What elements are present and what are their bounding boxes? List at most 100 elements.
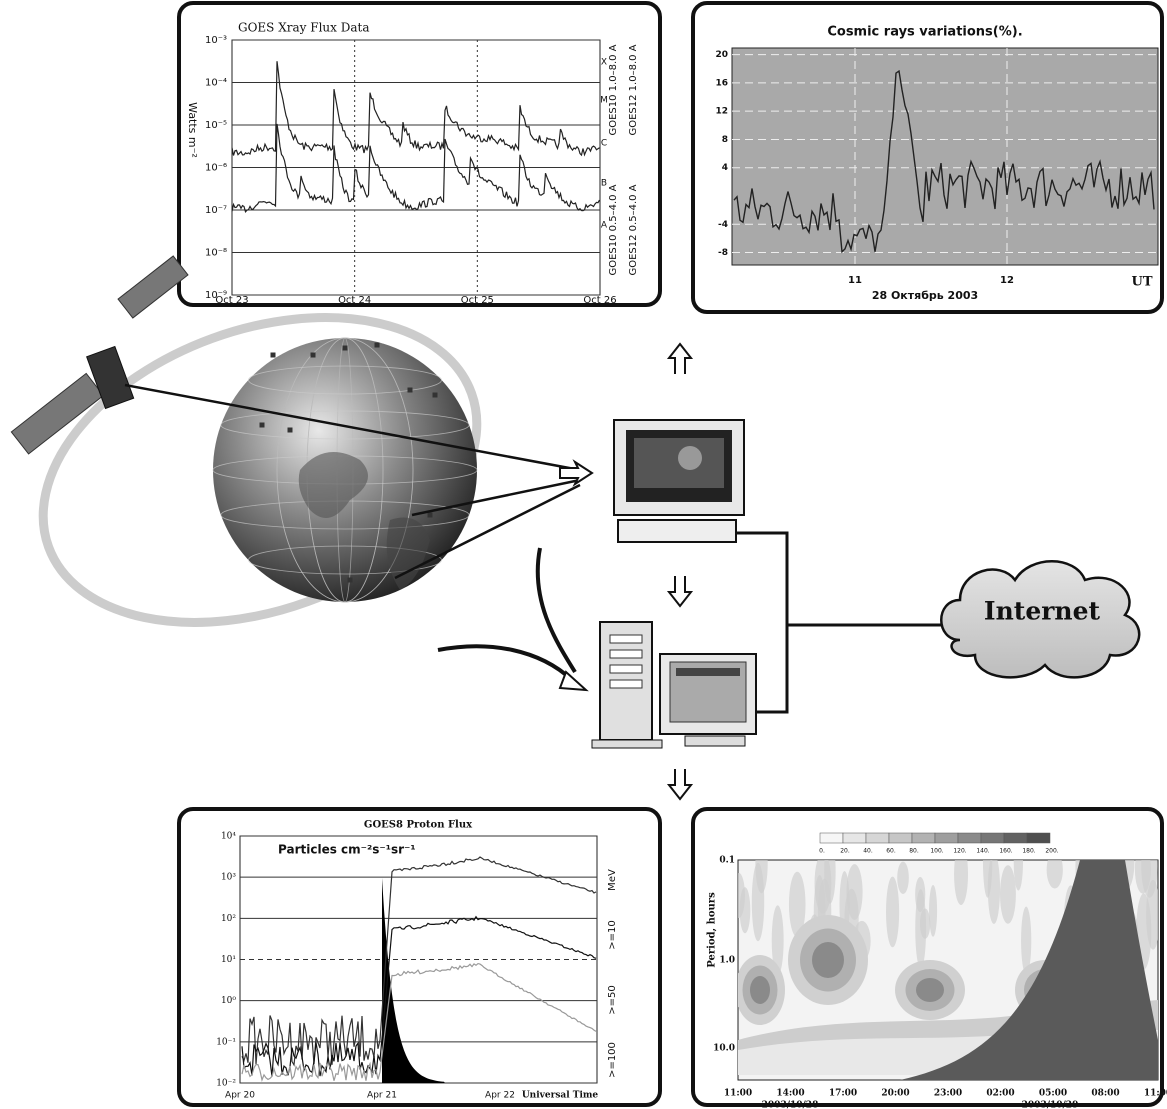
y-tick-label: -4 (718, 220, 728, 230)
x-tick-label: 11:00 (724, 1089, 752, 1099)
arrow-head (560, 462, 592, 484)
station (260, 423, 265, 428)
date-label: 2003/10/29 (1022, 1101, 1079, 1109)
monitor-stand (685, 736, 745, 746)
colorbar-label: 100. (930, 848, 943, 855)
station (288, 428, 293, 433)
plot-area (732, 48, 1158, 265)
station (271, 353, 276, 358)
wavelet-streak (897, 862, 909, 894)
server-base (592, 740, 662, 748)
y-tick-label: 10⁻⁶ (205, 163, 227, 174)
station (428, 513, 433, 518)
colorbar-cell (889, 833, 912, 843)
colorbar-cell (866, 833, 889, 843)
x-tick-label: 11:00 (1144, 1089, 1167, 1099)
channel-label: >=100 (607, 1042, 618, 1078)
x-tick-label: Oct 24 (338, 295, 371, 306)
colorbar-label: 40. (863, 848, 873, 855)
y-tick-label: 10⁻⁷ (205, 205, 227, 216)
station (375, 343, 380, 348)
y-axis-label: Period, hours (707, 892, 718, 968)
panel-title: GOES Xray Flux Data (238, 21, 369, 35)
x-tick-label: 11 (848, 275, 862, 286)
drive-bay (610, 635, 642, 643)
x-tick-label: 02:00 (986, 1089, 1014, 1099)
colorbar-cell (1027, 833, 1050, 843)
wavelet-streak (929, 885, 937, 937)
y-tick-label: 12 (715, 107, 728, 117)
station (408, 388, 413, 393)
legend-entry: GOES12 1.0–8.0 A (628, 44, 639, 135)
y-tick-label: 10³ (221, 873, 236, 883)
legend-entry: GOES12 0.5–4.0 A (628, 184, 639, 275)
channel-label: >=10 (607, 920, 618, 949)
cloud-label: Internet (984, 597, 1101, 626)
colorbar-label: 0. (819, 848, 825, 855)
colorbar-label: 200. (1045, 848, 1058, 855)
screen-content (676, 668, 740, 676)
legend-entry: GOES10 0.5–4.0 A (608, 184, 619, 275)
x-tick-label: Oct 26 (583, 295, 616, 306)
drive-bay (610, 680, 642, 688)
x-unit: UT (1131, 275, 1152, 290)
flare-class: X (601, 58, 607, 68)
colorbar-cell (958, 833, 981, 843)
panel-title: GOES8 Proton Flux (364, 820, 473, 831)
drive-bay (610, 665, 642, 673)
date-label: 2003/10/28 (762, 1101, 819, 1109)
x-tick-label: 05:00 (1039, 1089, 1067, 1099)
flare-class: B (601, 179, 607, 189)
colorbar-label: 180. (1022, 848, 1035, 855)
y-tick-label: 10⁻⁸ (205, 248, 227, 259)
x-axis-label: Universal Time (522, 1091, 599, 1101)
colorbar-label: 20. (840, 848, 850, 855)
wavelet-blob (812, 942, 844, 978)
colorbar-cell (1004, 833, 1027, 843)
x-tick-label: 08:00 (1091, 1089, 1119, 1099)
station (311, 353, 316, 358)
x-axis-label: 28 Октябрь 2003 (872, 289, 978, 302)
channel-label: MeV (607, 869, 618, 891)
y-tick-label: 0.1 (719, 856, 735, 866)
flare-class: C (601, 139, 607, 149)
y-axis-label: Watts m⁻² (186, 102, 199, 158)
y-tick-label: 4 (722, 163, 728, 173)
wavelet-streak (920, 909, 930, 939)
y-tick-label: 10⁻¹ (216, 1037, 236, 1047)
colorbar-cell (935, 833, 958, 843)
curved-arrow (438, 646, 572, 680)
x-tick-label: Apr 21 (367, 1091, 397, 1101)
station (433, 393, 438, 398)
colorbar-cell (820, 833, 843, 843)
colorbar-cell (981, 833, 1004, 843)
flow-arrow (669, 576, 691, 606)
screen-content (634, 438, 724, 488)
computer-base (618, 520, 736, 542)
curved-arrow (538, 548, 575, 672)
y-tick-label: -8 (718, 248, 728, 258)
x-tick-label: 12 (1000, 275, 1014, 286)
y-tick-label: 10⁻⁴ (205, 78, 227, 89)
screen-content (678, 446, 702, 470)
colorbar-label: 140. (976, 848, 989, 855)
y-tick-label: 10⁻² (216, 1079, 236, 1089)
legend-entry: GOES10 1.0–8.0 A (608, 44, 619, 135)
colorbar-cell (843, 833, 866, 843)
network-cable (736, 533, 952, 712)
flare-class: M (600, 96, 608, 106)
y-tick-label: 10² (221, 914, 236, 924)
y-tick-label: 10¹ (221, 955, 236, 965)
y-tick-label: 10.0 (713, 1044, 735, 1054)
y-tick-label: 8 (722, 135, 728, 145)
y-tick-label: 10⁻³ (205, 35, 227, 46)
colorbar-cell (912, 833, 935, 843)
colorbar-label: 80. (909, 848, 919, 855)
station (343, 346, 348, 351)
plot-area (240, 836, 597, 1083)
x-tick-label: Apr 22 (485, 1091, 515, 1101)
wavelet-streak (886, 877, 899, 948)
x-tick-label: 23:00 (934, 1089, 962, 1099)
panel-title: Cosmic rays variations(%). (827, 25, 1022, 40)
y-tick-label: 20 (715, 50, 728, 60)
